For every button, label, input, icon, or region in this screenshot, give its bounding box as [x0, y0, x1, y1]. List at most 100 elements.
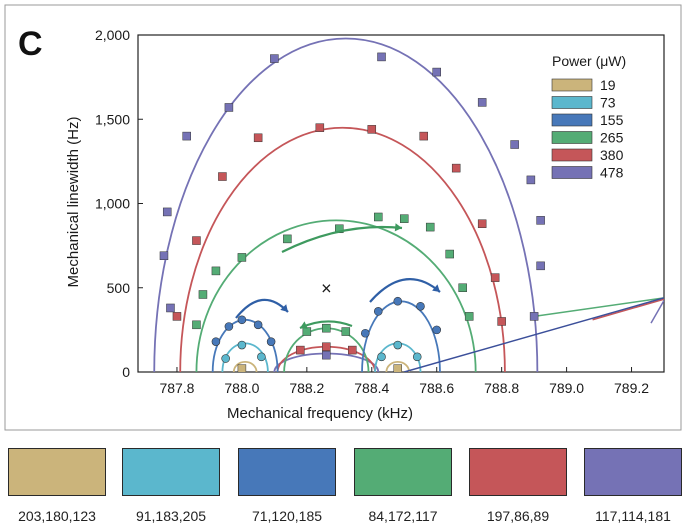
legend-swatch-265	[551, 131, 593, 144]
color-swatch	[238, 448, 336, 496]
point-73	[221, 354, 230, 363]
tail-line-265	[534, 297, 664, 318]
point-478	[162, 207, 172, 217]
x-tick-label: 788.4	[354, 380, 389, 396]
point-265	[374, 212, 383, 222]
point-380	[497, 317, 506, 326]
point-478	[224, 103, 234, 112]
color-swatch	[122, 448, 220, 496]
legend-label-478: 478	[600, 165, 624, 181]
point-265	[464, 312, 474, 321]
x-tick-label: 787.8	[159, 380, 194, 396]
point-380	[253, 133, 263, 143]
color-swatch	[469, 448, 567, 496]
x-tick-label: 789.0	[549, 380, 584, 396]
legend-label-19: 19	[600, 77, 616, 93]
fit-curve-19	[385, 361, 411, 372]
legend-swatch-380	[551, 148, 593, 162]
point-265	[192, 320, 201, 330]
series-group	[153, 38, 664, 372]
x-tick-label: 788.6	[419, 380, 454, 396]
chart: C 787.8 788.0 788.2 788.4 788.6 788.8 789.0 789…	[4, 4, 682, 431]
arrow-right-loop	[369, 278, 441, 303]
point-265	[283, 234, 292, 244]
point-155	[211, 337, 221, 346]
point-73	[237, 340, 247, 350]
x-tick-label: 788.0	[224, 380, 259, 396]
point-478	[477, 98, 487, 107]
point-155	[253, 320, 263, 330]
point-380	[172, 312, 182, 321]
point-73	[393, 340, 403, 350]
point-478	[432, 67, 441, 77]
point-265	[425, 222, 435, 232]
point-265	[211, 266, 221, 276]
legend-title: Power (μW)	[552, 53, 626, 69]
point-73	[412, 352, 422, 362]
plot-area: 787.8 788.0 788.2 788.4 788.6 788.8 789.0 789.2…	[95, 27, 665, 396]
legend-label-73: 73	[600, 95, 616, 111]
point-265	[322, 323, 331, 333]
point-380	[218, 172, 227, 181]
fit-curve-265	[195, 219, 477, 372]
tail-line-380	[592, 298, 664, 321]
point-155	[373, 307, 383, 316]
point-478	[166, 303, 175, 313]
point-478	[529, 312, 539, 321]
point-478	[510, 140, 519, 149]
point-265	[458, 283, 467, 292]
point-155	[224, 322, 234, 331]
point-265	[335, 224, 344, 234]
point-478	[270, 54, 279, 63]
color-swatch-label: 91,183,205	[135, 508, 207, 524]
point-155	[237, 315, 247, 325]
fit-curve-19	[232, 361, 258, 372]
y-tick-label: 2,000	[95, 27, 130, 43]
point-478	[377, 52, 386, 62]
x-tick-label: 788.8	[484, 380, 519, 396]
point-478	[536, 261, 545, 271]
arrow-inner-arc-head	[300, 321, 308, 329]
point-380	[477, 219, 487, 228]
point-380	[322, 342, 331, 351]
arrow-left-loop-head	[280, 304, 288, 312]
center-cross-marker: ×	[321, 278, 332, 298]
tail-line-low	[404, 297, 664, 372]
color-swatch-label: 197,86,89	[486, 508, 550, 524]
point-73	[257, 352, 266, 362]
point-265	[445, 249, 454, 259]
point-73	[377, 352, 386, 362]
legend-swatch-155	[551, 113, 593, 127]
x-tick-label: 788.2	[289, 380, 324, 396]
y-axis-label: Mechanical linewidth (Hz)	[65, 117, 82, 288]
point-478	[536, 216, 545, 225]
panel-label: C	[18, 25, 43, 63]
point-155	[416, 301, 425, 311]
color-swatch-label: 117,114,181	[595, 508, 671, 524]
point-380	[296, 345, 305, 355]
point-380	[451, 163, 461, 173]
point-478	[322, 350, 331, 360]
point-265	[302, 327, 312, 336]
x-tick-label: 789.2	[614, 380, 649, 396]
color-swatch-label: 203,180,123	[18, 508, 96, 524]
color-swatch	[8, 448, 106, 496]
point-155	[266, 337, 276, 346]
x-axis-label: Mechanical frequency (kHz)	[227, 405, 413, 422]
y-tick-label: 500	[107, 280, 131, 296]
point-155	[360, 328, 370, 338]
legend-label-155: 155	[600, 112, 624, 128]
point-155	[432, 325, 442, 335]
point-478	[526, 175, 536, 185]
arrow-top-arc-head	[394, 223, 402, 232]
color-swatch	[584, 448, 682, 496]
color-swatch-label: 84,172,117	[368, 508, 438, 524]
point-265	[237, 253, 247, 262]
legend-swatch-19	[551, 78, 593, 92]
legend-swatch-73	[551, 96, 593, 109]
point-19	[393, 364, 403, 372]
point-19	[237, 364, 247, 372]
legend-swatch-478	[551, 166, 593, 179]
point-380	[315, 123, 325, 132]
point-478	[159, 251, 169, 260]
